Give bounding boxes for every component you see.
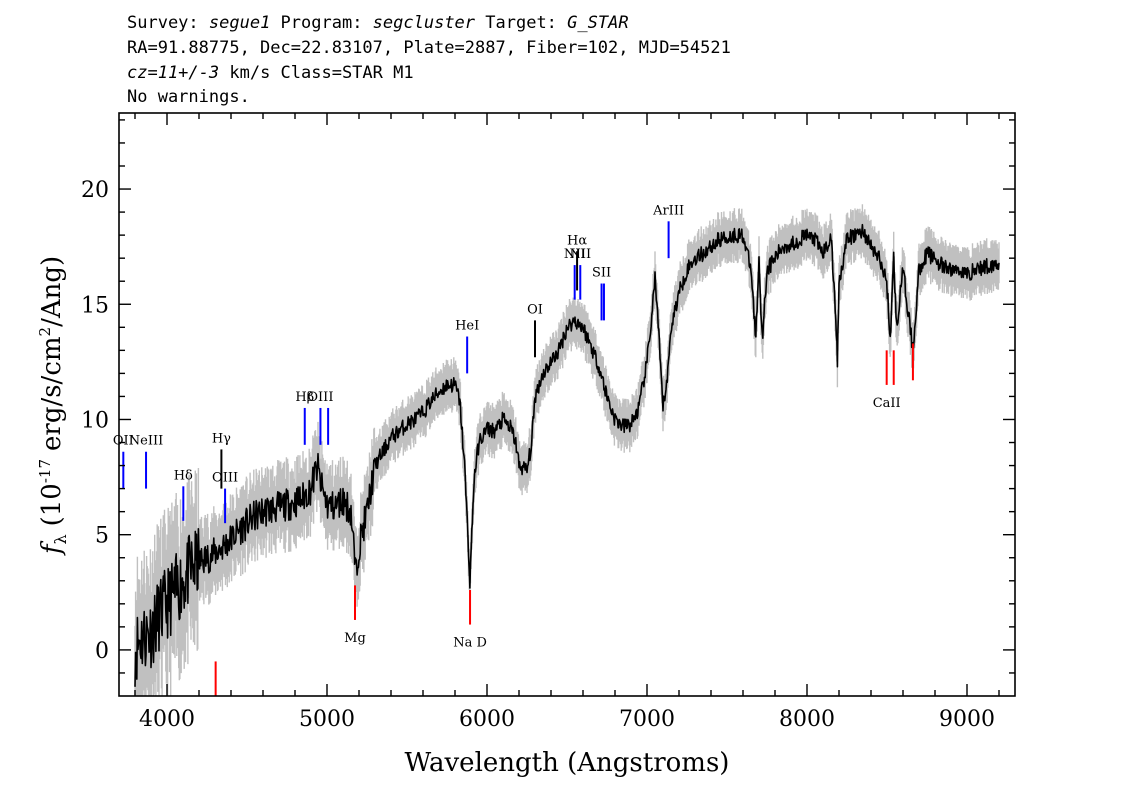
- y-label-units: (10: [37, 483, 67, 526]
- error-band-series-0: [134, 204, 1000, 696]
- header-line-3: cz=11+/-3 km/s Class=STAR M1: [127, 63, 414, 83]
- emission-line-label-3: Hγ: [212, 431, 231, 446]
- program-value: segcluster: [372, 13, 476, 33]
- x-tick-label-7000: 7000: [619, 707, 675, 732]
- emission-line-label-13: SII: [592, 266, 611, 281]
- absorption-line-label-1: Mg: [344, 631, 366, 646]
- emission-line-label-2: Hδ: [174, 468, 193, 483]
- header-line-1: Survey: segue1 Program: segcluster Targe…: [127, 13, 629, 33]
- y-tick-label-5: 5: [95, 524, 109, 549]
- y-label-tail: erg/s/cm: [37, 336, 67, 451]
- axis-ticks: 4000 5000 6000 7000 8000 9000 0 5 10 15 20: [81, 113, 1015, 732]
- y-tick-label-20: 20: [81, 178, 109, 203]
- x-tick-label-6000: 6000: [459, 707, 515, 732]
- plot-frame: [118, 112, 1016, 697]
- y-tick-label-10: 10: [81, 408, 109, 433]
- spectrum-line-series-0: [134, 223, 1000, 687]
- survey-value: segue1: [208, 13, 271, 33]
- emission-line-label-6: OIII: [307, 390, 333, 405]
- y-tick-label-15: 15: [81, 293, 109, 318]
- x-axis-label: Wavelength (Angstroms): [405, 748, 730, 778]
- emission-line-label-9: OI: [527, 302, 543, 317]
- emission-line-label-11: Hα: [567, 233, 587, 248]
- y-label-sub: λ: [51, 534, 70, 544]
- y-axis-label: fλ(10-17erg/s/cm2/Ang): [36, 256, 70, 556]
- absorption-line-label-3: CaII: [873, 396, 901, 411]
- y-label-exp2: 2: [36, 327, 54, 337]
- emission-line-label-10: NII: [564, 247, 586, 262]
- y-label-end: /Ang): [37, 256, 67, 327]
- emission-line-label-4: OIII: [212, 471, 238, 486]
- line-markers: OIINeIIIHδHγOIIIHβOIIIHeIOINIIHαNIISIIAr…: [113, 203, 914, 696]
- emission-line-label-8: HeI: [455, 319, 479, 334]
- survey-key: Survey:: [127, 13, 209, 33]
- series-layer: [134, 223, 1000, 687]
- absorption-line-label-2: Na D: [453, 636, 487, 651]
- header-line-4: No warnings.: [127, 87, 250, 107]
- emission-line-label-0: OII: [113, 434, 134, 449]
- x-tick-label-4000: 4000: [139, 707, 195, 732]
- x-tick-label-9000: 9000: [939, 707, 995, 732]
- header-line-2: RA=91.88775, Dec=22.83107, Plate=2887, F…: [127, 38, 731, 58]
- y-tick-label-0: 0: [95, 639, 109, 664]
- class-text: km/s Class=STAR M1: [219, 63, 414, 83]
- y-label-exp: -17: [36, 459, 54, 483]
- target-value: G_STAR: [567, 13, 629, 33]
- x-tick-label-8000: 8000: [779, 707, 835, 732]
- target-key: Target:: [475, 13, 568, 33]
- x-tick-label-5000: 5000: [299, 707, 355, 732]
- emission-line-label-12: NII: [569, 247, 591, 262]
- emission-line-label-15: ArIII: [652, 203, 684, 218]
- error-band: [134, 204, 1000, 696]
- svg-text:fλ(10-17erg/s/cm2/Ang): fλ(10-17erg/s/cm2/Ang): [36, 256, 70, 556]
- emission-line-label-5: Hβ: [295, 390, 314, 405]
- cz-value: cz=11+/-3: [127, 63, 220, 83]
- program-key: Program:: [270, 13, 373, 33]
- emission-line-label-1: NeIII: [129, 434, 163, 449]
